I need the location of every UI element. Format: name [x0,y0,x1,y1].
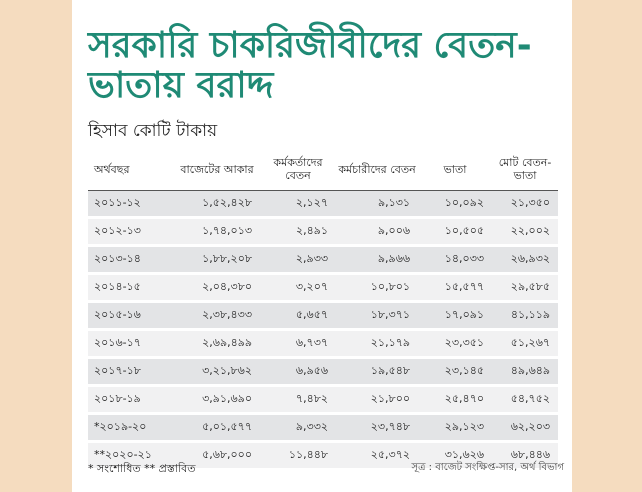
table-row: **২০২০-২১ ৫,৬৮,০০০ ১১,৪৪৮ ২৫,৩৭২ ৩১,৬২৬ ৬৮,৪৪… [88,441,558,471]
table-cell: ২৩,৭৪৮ [336,413,418,443]
table-cell: ৪১,১১৯ [492,301,558,331]
table-cell: ১৭,০৯১ [418,301,492,331]
table-cell: ২,৪৯১ [260,217,336,247]
table-row: ২০১৫-১৬ ২,৩৮,৪৩৩ ৫,৬৫৭ ১৮,৩৭১ ১৭,০৯১ ৪১,১১৯ [88,301,558,331]
col-header-staff-salary: কর্মচারীদের বেতন [336,148,418,191]
table-cell: ১০,৫০৫ [418,217,492,247]
col-header-fiscal-year: অর্থবছর [88,148,174,191]
table-cell: ১৯,৫৪৮ [336,357,418,387]
table-cell: ২,০৪,৩৮০ [174,273,260,303]
table-cell: ২১,৩৫০ [492,190,558,219]
table-row: ২০১৩-১৪ ১,৮৮,২০৮ ২,৯৩৩ ৯,৯৬৬ ১৪,০৩৩ ২৬,৯৩২ [88,245,558,275]
table-cell: ২৩,১৪৫ [418,357,492,387]
table-cell: ২২,০০২ [492,217,558,247]
table-row: ২০১৭-১৮ ৩,২১,৮৬২ ৬,৯৫৬ ১৯,৫৪৮ ২৩,১৪৫ ৪৯,৬৪৯ [88,357,558,387]
table-row: *২০১৯-২০ ৫,০১,৫৭৭ ৯,৩৩২ ২৩,৭৪৮ ২৯,১২৩ ৬২,২০৩ [88,413,558,443]
table-row: ২০১২-১৩ ১,৭৪,০১৩ ২,৪৯১ ৯,০০৬ ১০,৫০৫ ২২,০০২ [88,217,558,247]
table-cell: ২১,১৭৯ [336,329,418,359]
page-title: সরকারি চাকরিজীবীদের বেতন-ভাতায় বরাদ্দ [88,25,532,106]
table-cell: ১৮,৩৭১ [336,301,418,331]
table-cell: ২০১৫-১৬ [88,301,174,331]
table-cell: ৬,৭৩৭ [260,329,336,359]
table-row: ২০১৪-১৫ ২,০৪,৩৮০ ৩,২০৭ ১০,৮০১ ১৫,৫৭৭ ২৯,৫৮৫ [88,273,558,303]
table-cell: ১৪,০৩৩ [418,245,492,275]
table-cell: ৫,৬৮,০০০ [174,441,260,471]
col-header-officer-salary: কর্মকর্তাদের বেতন [260,148,336,191]
unit-subtitle: হিসাব কোটি টাকায় [88,121,218,141]
table-cell: ২৫,৪৭০ [418,385,492,415]
table-cell: ৭,৪৮২ [260,385,336,415]
table-cell: ১১,৪৪৮ [260,441,336,471]
table-row: ২০১৬-১৭ ২,৬৯,৪৯৯ ৬,৭৩৭ ২১,১৭৯ ২৩,৩৫১ ৫১,২৬৭ [88,329,558,359]
table-cell: ২৯,৫৮৫ [492,273,558,303]
col-header-budget-size: বাজেটের আকার [174,148,260,191]
table-row: ২০১৮-১৯ ৩,৯১,৬৯০ ৭,৪৮২ ২১,৮০০ ২৫,৪৭০ ৫৪,৭৫২ [88,385,558,415]
table-cell: ২,৯৩৩ [260,245,336,275]
table-cell: ১,৫২,৪২৮ [174,190,260,219]
table-cell: ৩,৯১,৬৯০ [174,385,260,415]
source-note: সূত্র : বাজেট সংক্ষিপ্ত-সার, অর্থ বিভাগ [411,462,564,473]
table-cell: ১,৮৮,২০৮ [174,245,260,275]
table-cell: ৩,২০৭ [260,273,336,303]
table-cell: ২৫,৩৭২ [336,441,418,471]
table-cell: ১৫,৫৭৭ [418,273,492,303]
table-cell: ২৯,১২৩ [418,413,492,443]
table-cell: ৩,২১,৮৬২ [174,357,260,387]
table-cell: ৬৮,৪৪৬ [492,441,558,471]
table-cell: ২০১৭-১৮ [88,357,174,387]
table-cell: ২০১৬-১৭ [88,329,174,359]
table-cell: ২০১২-১৩ [88,217,174,247]
col-header-total: মোট বেতন-ভাতা [492,148,558,191]
table-cell: ২০১৪-১৫ [88,273,174,303]
table-cell: ২০১৩-১৪ [88,245,174,275]
table-header-row: অর্থবছর বাজেটের আকার কর্মকর্তাদের বেতন ক… [88,148,558,191]
table-cell: ২৬,৯৩২ [492,245,558,275]
table-cell: ৫১,২৬৭ [492,329,558,359]
table-cell: ৯,০০৬ [336,217,418,247]
table-cell: ৬,৯৫৬ [260,357,336,387]
table-cell: *২০১৯-২০ [88,413,174,443]
table-cell: ৯,১৩১ [336,190,418,219]
table-cell: ২,১২৭ [260,190,336,219]
table-cell: ২০১১-১২ [88,190,174,219]
table-cell: ৫৪,৭৫২ [492,385,558,415]
table-cell: ২৩,৩৫১ [418,329,492,359]
table-cell: ৯,৩৩২ [260,413,336,443]
table-cell: ২,৩৮,৪৩৩ [174,301,260,331]
table-cell: ১০,৮০১ [336,273,418,303]
table-cell: ২১,৮০০ [336,385,418,415]
table-cell: ৫,৬৫৭ [260,301,336,331]
footnote: * সংশোধিত ** প্রস্তাবিত [88,462,196,475]
table-cell: ৬২,২০৩ [492,413,558,443]
table-cell: ২০১৮-১৯ [88,385,174,415]
table-cell: ৪৯,৬৪৯ [492,357,558,387]
salary-table: অর্থবছর বাজেটের আকার কর্মকর্তাদের বেতন ক… [88,148,558,471]
table-cell: ২,৬৯,৪৯৯ [174,329,260,359]
table-cell: ৯,৯৬৬ [336,245,418,275]
table-cell: ১,৭৪,০১৩ [174,217,260,247]
table-cell: ৫,০১,৫৭৭ [174,413,260,443]
table-row: ২০১১-১২ ১,৫২,৪২৮ ২,১২৭ ৯,১৩১ ১০,০৯২ ২১,৩৫০ [88,190,558,219]
col-header-allowance: ভাতা [418,148,492,191]
table-cell: ৩১,৬২৬ [418,441,492,471]
table-cell: **২০২০-২১ [88,441,174,471]
table-cell: ১০,০৯২ [418,190,492,219]
